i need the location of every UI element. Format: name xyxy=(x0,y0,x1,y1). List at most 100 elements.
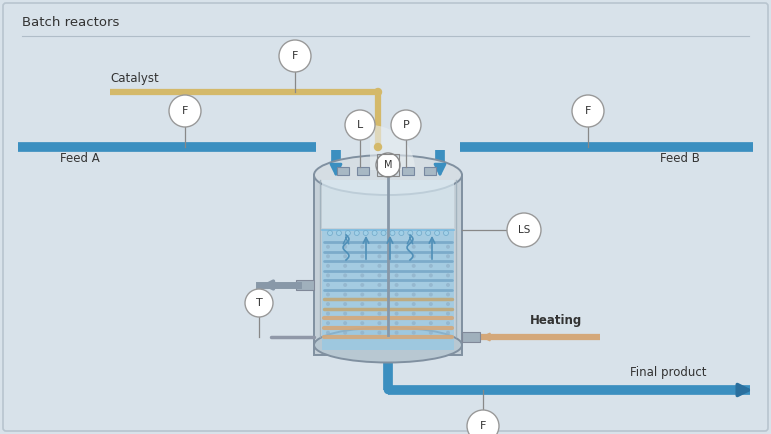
Ellipse shape xyxy=(314,155,462,195)
Circle shape xyxy=(343,254,347,258)
Circle shape xyxy=(446,331,450,335)
Circle shape xyxy=(395,302,399,306)
Circle shape xyxy=(417,230,422,236)
FancyBboxPatch shape xyxy=(3,3,768,431)
Circle shape xyxy=(360,331,364,335)
Circle shape xyxy=(429,264,433,268)
Circle shape xyxy=(429,312,433,316)
Circle shape xyxy=(326,273,330,277)
Circle shape xyxy=(446,312,450,316)
Circle shape xyxy=(360,321,364,325)
Circle shape xyxy=(446,273,450,277)
Circle shape xyxy=(378,321,382,325)
Circle shape xyxy=(395,293,399,296)
Circle shape xyxy=(412,293,416,296)
Circle shape xyxy=(412,283,416,287)
Circle shape xyxy=(343,312,347,316)
Bar xyxy=(322,180,454,228)
Circle shape xyxy=(378,312,382,316)
Circle shape xyxy=(326,254,330,258)
Bar xyxy=(314,175,462,355)
Circle shape xyxy=(395,331,399,335)
Circle shape xyxy=(360,254,364,258)
Circle shape xyxy=(412,312,416,316)
Circle shape xyxy=(467,410,499,434)
Circle shape xyxy=(378,273,382,277)
Circle shape xyxy=(435,230,439,236)
Circle shape xyxy=(326,245,330,249)
Bar xyxy=(382,167,394,175)
Circle shape xyxy=(395,283,399,287)
Circle shape xyxy=(412,331,416,335)
Circle shape xyxy=(345,110,375,140)
Circle shape xyxy=(378,245,382,249)
Circle shape xyxy=(375,89,382,95)
Circle shape xyxy=(328,230,332,236)
Circle shape xyxy=(395,273,399,277)
Circle shape xyxy=(391,110,421,140)
Circle shape xyxy=(412,264,416,268)
Circle shape xyxy=(378,283,382,287)
Circle shape xyxy=(343,273,347,277)
Circle shape xyxy=(360,283,364,287)
Text: P: P xyxy=(402,120,409,130)
Circle shape xyxy=(429,273,433,277)
Circle shape xyxy=(429,302,433,306)
Circle shape xyxy=(354,230,359,236)
Wedge shape xyxy=(370,125,415,170)
Circle shape xyxy=(429,254,433,258)
Circle shape xyxy=(326,321,330,325)
Text: T: T xyxy=(256,298,262,308)
Bar xyxy=(337,167,349,175)
Circle shape xyxy=(446,264,450,268)
Circle shape xyxy=(326,283,330,287)
Circle shape xyxy=(326,264,330,268)
Circle shape xyxy=(326,302,330,306)
Circle shape xyxy=(279,40,311,72)
Circle shape xyxy=(360,245,364,249)
Bar xyxy=(322,230,454,350)
Circle shape xyxy=(429,321,433,325)
Circle shape xyxy=(336,230,342,236)
Circle shape xyxy=(376,153,400,177)
Circle shape xyxy=(326,293,330,296)
Text: Final product: Final product xyxy=(630,366,706,379)
Circle shape xyxy=(412,245,416,249)
Circle shape xyxy=(360,264,364,268)
Text: Feed A: Feed A xyxy=(60,152,99,165)
Circle shape xyxy=(446,302,450,306)
Bar xyxy=(296,280,314,290)
Circle shape xyxy=(326,331,330,335)
Circle shape xyxy=(326,312,330,316)
Circle shape xyxy=(446,293,450,296)
Text: LS: LS xyxy=(518,225,530,235)
Circle shape xyxy=(429,331,433,335)
Circle shape xyxy=(426,230,431,236)
Circle shape xyxy=(169,95,201,127)
Bar xyxy=(402,167,414,175)
Circle shape xyxy=(343,331,347,335)
Text: Heating: Heating xyxy=(530,314,582,327)
Text: F: F xyxy=(291,51,298,61)
Text: L: L xyxy=(357,120,363,130)
Circle shape xyxy=(446,321,450,325)
Circle shape xyxy=(395,254,399,258)
Circle shape xyxy=(446,245,450,249)
Circle shape xyxy=(343,302,347,306)
Circle shape xyxy=(395,245,399,249)
Circle shape xyxy=(429,283,433,287)
Circle shape xyxy=(399,230,404,236)
Text: Feed B: Feed B xyxy=(660,152,700,165)
Circle shape xyxy=(443,230,449,236)
Circle shape xyxy=(412,302,416,306)
Circle shape xyxy=(412,254,416,258)
Text: F: F xyxy=(585,106,591,116)
Circle shape xyxy=(378,331,382,335)
Text: F: F xyxy=(182,106,188,116)
Circle shape xyxy=(390,230,395,236)
Circle shape xyxy=(363,230,369,236)
Ellipse shape xyxy=(314,328,462,362)
Circle shape xyxy=(378,254,382,258)
Circle shape xyxy=(429,293,433,296)
Circle shape xyxy=(446,254,450,258)
